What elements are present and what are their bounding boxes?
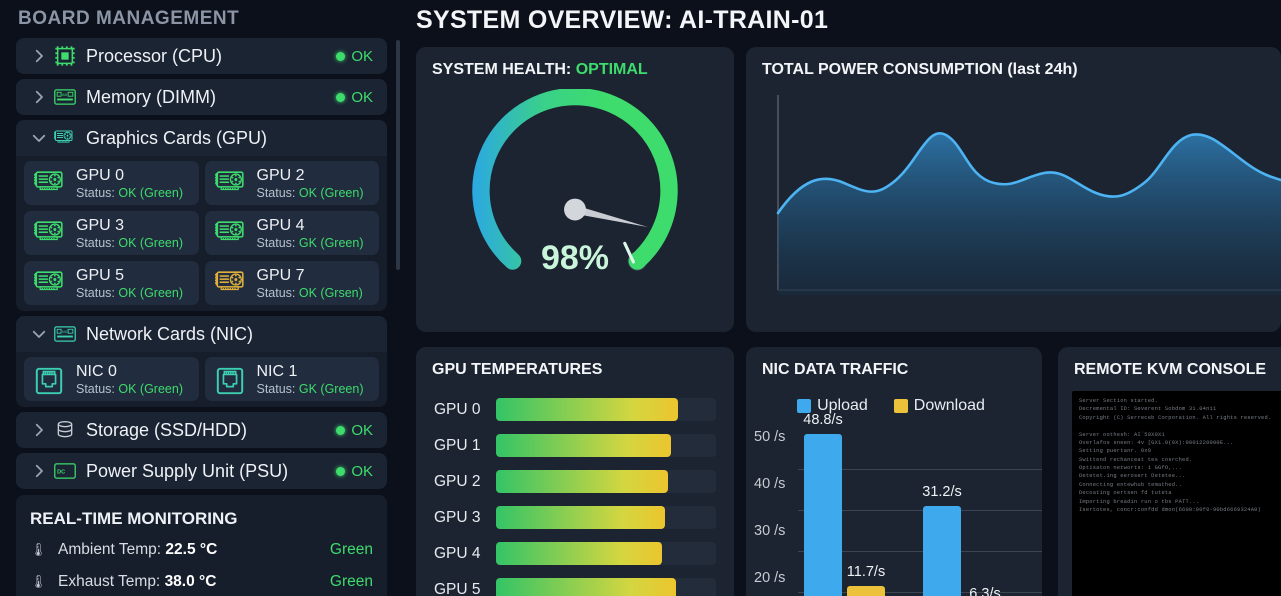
svg-text:DC: DC [57,470,65,476]
svg-text:AB: AB [62,92,68,97]
